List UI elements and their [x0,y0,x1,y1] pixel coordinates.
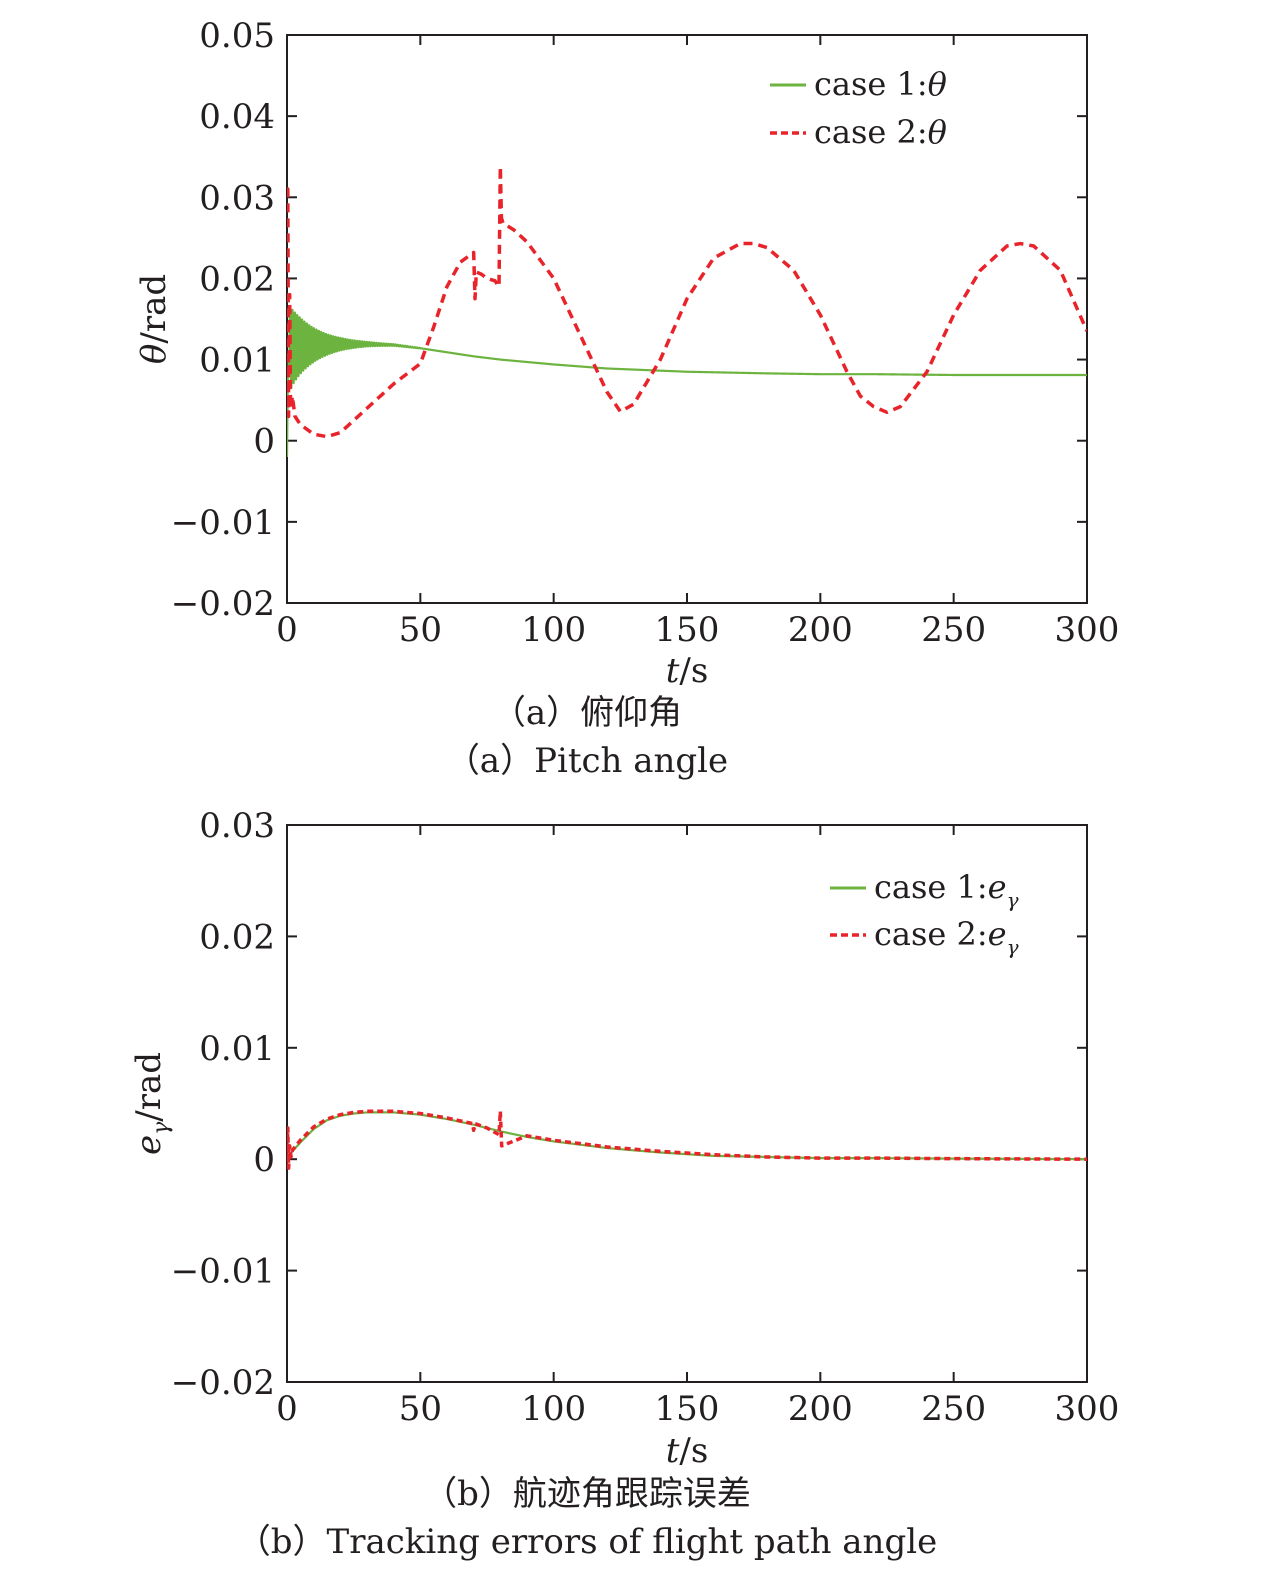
series-line-case-2 [287,164,1087,439]
y-tick-label: 0.02 [199,917,275,957]
x-tick-label: 300 [1055,610,1120,650]
legend: case 1:θ case 2:θ [770,65,947,151]
y-tick-label: 0.04 [199,97,275,137]
y-tick-label: 0 [253,422,275,462]
series-group [287,1109,1087,1170]
caption-chinese: （a）俯仰角 [492,693,682,733]
x-tick-label: 250 [921,610,986,650]
x-tick-label: 150 [655,1389,720,1429]
y-tick-label: 0.03 [199,178,275,218]
series-line-case-1 [287,307,1087,457]
x-tick-label: 200 [788,610,853,650]
y-tick-label: −0.01 [171,1252,275,1292]
plot-frame [286,824,1088,1383]
x-tick-label: 100 [521,1389,586,1429]
x-tick-label: 300 [1055,1389,1120,1429]
y-tick-label: −0.02 [171,1363,275,1403]
x-tick-label: 200 [788,1389,853,1429]
y-axis-label: eγ/rad [129,1052,174,1155]
chart-1: 0 50 100 150 200 250 300 −0.02 −0.01 0 0.01 0.02 0.0… [134,16,1119,781]
x-tick-label: 150 [655,610,720,650]
x-axis-label: t/s [666,651,709,691]
caption-english: （b）Tracking errors of flight path angle [237,1522,937,1562]
y-tick-label: 0.05 [199,16,275,56]
y-tick-label: 0.01 [199,341,275,381]
y-tick-label: −0.01 [171,503,275,543]
chart-2: 0 50 100 150 200 250 300 −0.02 −0.01 0 0.01 0.02 0.0… [129,806,1119,1562]
x-tick-label: 50 [399,1389,442,1429]
caption-chinese: （b）航迹角跟踪误差 [423,1474,751,1514]
series-line-case-2 [287,1109,1087,1170]
x-tick-label: 0 [276,1389,298,1429]
x-axis-label: t/s [666,1431,709,1471]
y-tick-label: −0.02 [171,584,275,624]
y-tick-label: 0.02 [199,259,275,299]
x-tick-label: 0 [276,610,298,650]
series-group [287,164,1087,457]
x-tick-label: 250 [921,1389,986,1429]
y-axis-label: θ/rad [134,274,174,364]
y-tick-label: 0 [253,1140,275,1180]
legend-label-case-1: case 1:θ [814,65,947,103]
y-tick-label: 0.01 [199,1029,275,1069]
x-tick-label: 100 [521,610,586,650]
legend-label-case-2: case 2:eγ [874,915,1019,959]
legend-label-case-2: case 2:θ [814,113,947,151]
x-tick-label: 50 [399,610,442,650]
caption-english: （a）Pitch angle [446,741,728,781]
legend-label-case-1: case 1:eγ [874,868,1019,912]
y-tick-label: 0.03 [199,806,275,846]
plot-frame [286,34,1088,604]
